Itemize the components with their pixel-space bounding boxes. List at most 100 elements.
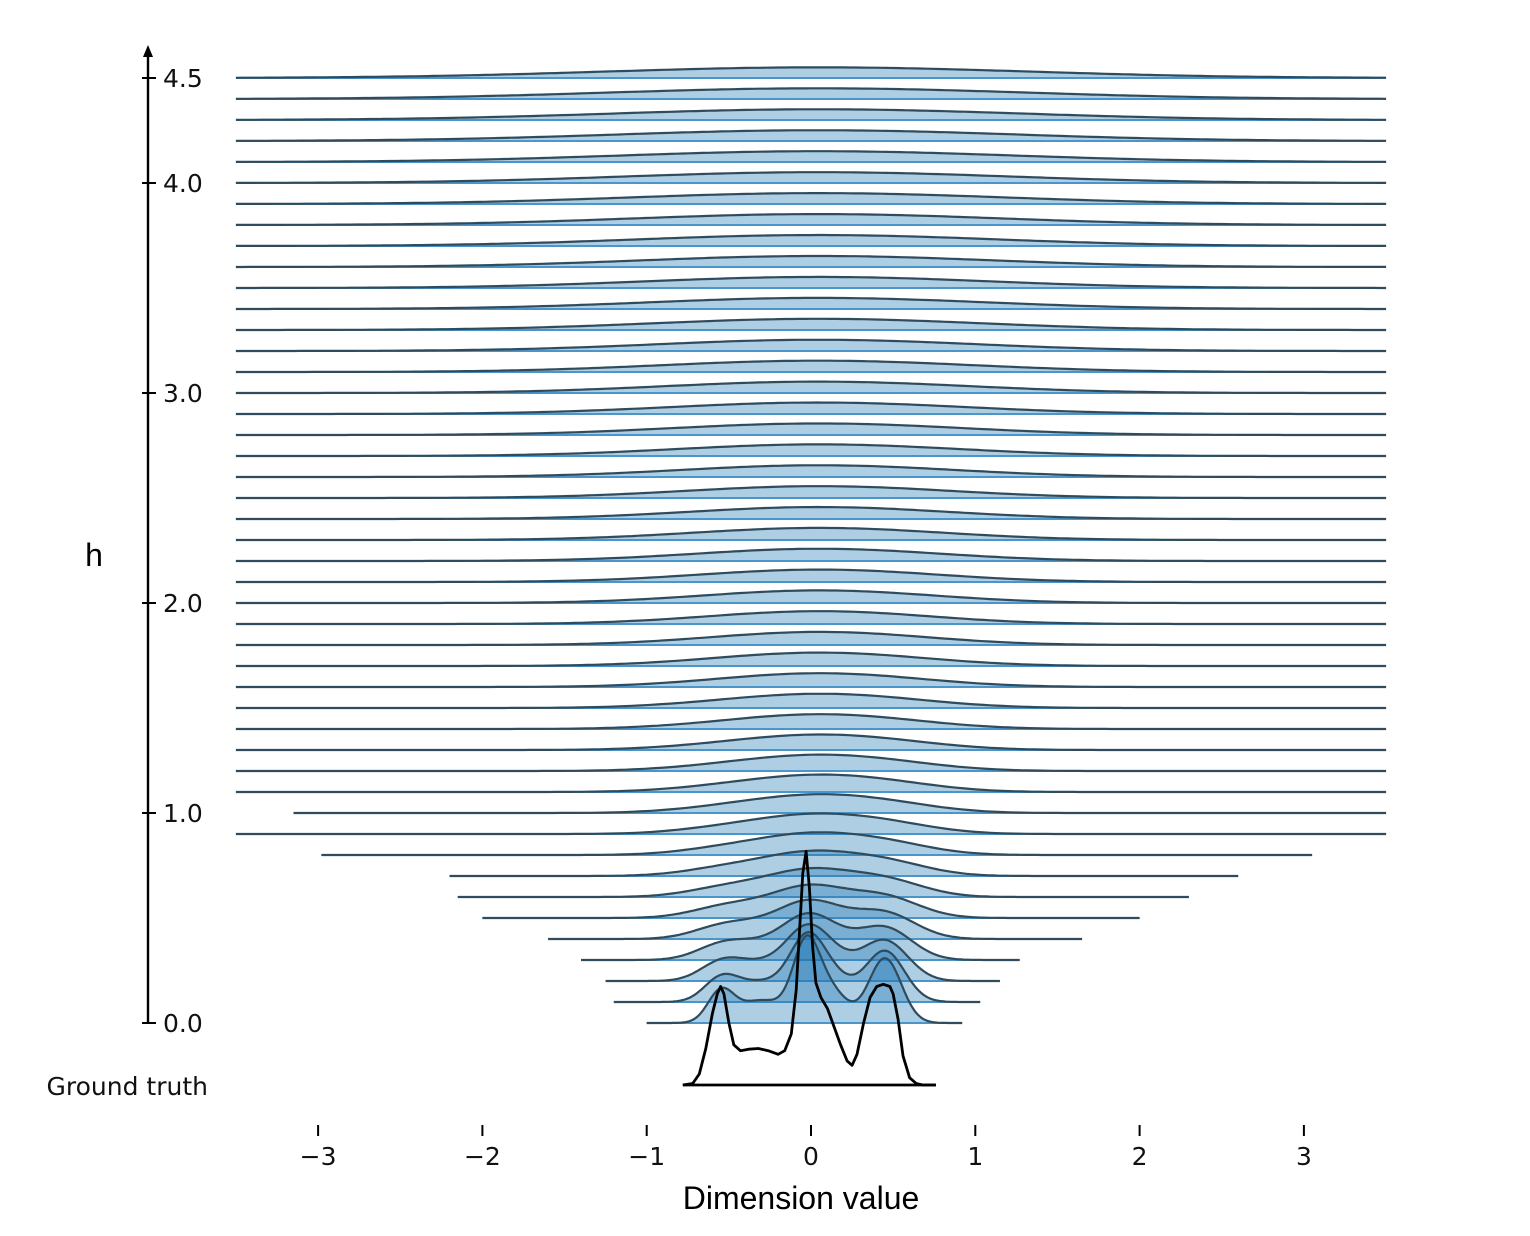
ridge-outline: [235, 401, 1387, 416]
ridge-fill: [293, 794, 1387, 813]
ridge-h-3.9: [235, 192, 1387, 205]
x-tick-label: 0: [803, 1142, 819, 1171]
ridge-fill: [235, 402, 1387, 414]
ridge-h-4.0: [235, 171, 1387, 184]
ridge-outline: [235, 108, 1387, 121]
ridge-fill: [235, 318, 1387, 330]
ridge-h-3.6: [235, 254, 1387, 269]
ground-truth-group: [682, 850, 936, 1087]
ridge-fill: [235, 652, 1387, 666]
ridge-outline: [235, 485, 1387, 500]
ridge-fill: [235, 339, 1387, 351]
ridge-fill: [235, 423, 1387, 435]
ridge-h-0.8: [321, 831, 1313, 857]
ridge-h-2.1: [235, 568, 1387, 584]
ridge-outline: [235, 150, 1387, 163]
ridge-outline: [235, 338, 1387, 353]
y-tick-label: 4.0: [163, 169, 203, 198]
ridge-h-4.5: [235, 66, 1387, 79]
ridge-outline: [235, 359, 1387, 374]
ridge-h-4.3: [235, 108, 1387, 121]
y-tick-label: 3.0: [163, 379, 203, 408]
x-tick-label: 2: [1132, 1142, 1148, 1171]
ridge-h-1.4: [235, 713, 1387, 731]
ridge-outline: [646, 934, 963, 1025]
ridge-fill: [235, 569, 1387, 582]
ridge-fill: [235, 486, 1387, 498]
ridge-h-2.6: [235, 464, 1387, 479]
ridge-fill: [235, 631, 1387, 645]
ridge-outline: [605, 923, 1000, 983]
ridge-h-0.7: [449, 849, 1239, 878]
ridge-h-2.8: [235, 422, 1387, 437]
ridge-h-3.2: [235, 338, 1387, 353]
ridge-fill: [235, 813, 1387, 834]
ridge-fill: [235, 381, 1387, 393]
ridge-outline: [449, 849, 1239, 878]
ridge-outline: [235, 87, 1387, 100]
ridge-outline: [235, 610, 1387, 626]
ridge-h-3.4: [235, 296, 1387, 311]
ridge-h-3.5: [235, 275, 1387, 290]
y-tick-label: 1.0: [163, 799, 203, 828]
x-axis-label: Dimension value: [683, 1180, 920, 1216]
ridge-fill: [235, 67, 1387, 78]
y-tick-label: 4.5: [163, 64, 203, 93]
ridge-h-1.7: [235, 651, 1387, 668]
ridge-fill: [235, 774, 1387, 792]
ridge-h-2.4: [235, 505, 1387, 521]
ridge-outline: [235, 630, 1387, 647]
ridge-outline: [293, 793, 1387, 815]
ridge-outline: [235, 443, 1387, 458]
ridge-outline: [235, 773, 1387, 794]
ridge-fill: [235, 297, 1387, 309]
ridge-h-3.8: [235, 213, 1387, 226]
y-tick-label: 0.0: [163, 1009, 203, 1038]
ridge-h-1.0: [293, 793, 1387, 815]
ridge-outline: [235, 317, 1387, 332]
ridge-outline: [235, 422, 1387, 437]
ridge-h-0.4: [548, 898, 1083, 941]
ground-truth-curve: [682, 850, 936, 1087]
ridge-fill: [235, 673, 1387, 687]
x-tick-label: −2: [464, 1142, 501, 1171]
ridge-h-0.6: [457, 866, 1189, 899]
ground-truth-label: Ground truth: [47, 1072, 208, 1101]
ridge-h-1.9: [235, 610, 1387, 626]
ridge-series-group: [235, 66, 1387, 1025]
ridge-h-1.6: [235, 672, 1387, 689]
ridge-h-1.5: [235, 692, 1387, 710]
ridge-outline: [235, 568, 1387, 584]
ridge-h-3.7: [235, 233, 1387, 247]
ridge-fill: [548, 899, 1083, 939]
ridge-fill: [235, 693, 1387, 708]
ridge-outline: [548, 898, 1083, 941]
ridge-h-2.7: [235, 443, 1387, 458]
ridge-outline: [235, 547, 1387, 563]
ridge-fill: [235, 109, 1387, 120]
ridge-h-3.1: [235, 359, 1387, 374]
y-axis: 0.0 1.0 2.0 3.0 4.0 4.5: [142, 45, 203, 1038]
ridge-outline: [235, 254, 1387, 269]
ridge-h-1.3: [235, 733, 1387, 752]
ridge-outline: [235, 296, 1387, 311]
ridge-fill: [235, 507, 1387, 519]
ridge-h-2.9: [235, 401, 1387, 416]
ridge-fill: [235, 465, 1387, 477]
ridge-outline: [235, 733, 1387, 752]
ridge-outline: [235, 713, 1387, 731]
ridge-outline: [235, 171, 1387, 184]
ridge-outline: [482, 883, 1140, 920]
x-tick-label: 3: [1296, 1142, 1312, 1171]
ridge-fill: [235, 527, 1387, 540]
ridge-outline: [613, 931, 981, 1004]
ridge-h-0.9: [235, 812, 1387, 836]
ridge-outline: [235, 526, 1387, 542]
ridge-h-2.5: [235, 485, 1387, 500]
ridge-outline: [235, 464, 1387, 479]
ridge-fill: [235, 714, 1387, 729]
ridge-outline: [235, 589, 1387, 605]
ridge-outline: [235, 192, 1387, 205]
x-tick-label: −1: [628, 1142, 665, 1171]
